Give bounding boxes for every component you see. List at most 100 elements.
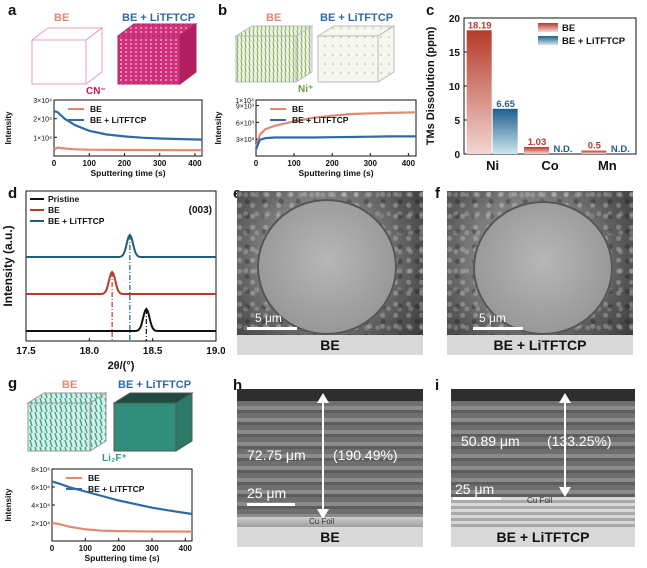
chart-a-xtick-label-4: 400	[188, 159, 202, 168]
chart-c-ytick-label-3: 15	[449, 48, 461, 59]
chart-a-legend-label-0: BE	[90, 104, 102, 114]
chart-c-bar-0-0	[466, 30, 492, 155]
chart-d-frame	[25, 190, 217, 342]
chart-b-ylabel: Intensity	[214, 111, 223, 144]
chart-a-frame	[53, 99, 203, 157]
panel-g-label: g	[8, 375, 18, 392]
chart-g-series-1	[51, 480, 193, 516]
chart-c-xtick-label-0: Ni	[486, 158, 499, 173]
panel-f-scale-label: 5 μm	[479, 311, 506, 325]
chart-c-bar-label-2-0: 0.5	[588, 141, 602, 152]
chart-c-legend-label-0: BE	[562, 23, 575, 34]
chart-d-legend-label-2: BE + LiTFTCP	[48, 216, 105, 226]
chart-d-legend-label-0: Pristine	[48, 194, 79, 204]
chart-g-ytick-label-0: 2×10⁴	[31, 521, 50, 528]
panel-a-species: CN⁻	[86, 86, 106, 97]
panel-a-cube-right-label: BE + LiTFTCP	[122, 12, 196, 24]
chart-a-legend-label-1: BE + LiTFTCP	[90, 115, 147, 125]
panel-g-cube-litftcp	[112, 392, 194, 452]
chart-d-ylabel: Intensity (a.u.)	[1, 225, 15, 306]
panel-i: i 50.89 μm (133.25%) 25 μm Cu Foil BE + …	[435, 375, 647, 568]
chart-a-ytick-label-2: 3×10⁴	[33, 98, 52, 105]
panel-a-cube-litftcp	[116, 23, 198, 85]
panel-g-species: Li₂F⁺	[102, 453, 127, 464]
chart-b-ytick-label-top: 1×10⁴	[235, 98, 254, 105]
chart-g-ytick-label-1: 4×10⁴	[31, 503, 50, 510]
panel-b: b BE BE + LiTFTCP Ni⁺ 0 100 200 300 400 3×10³…	[210, 0, 420, 185]
chart-g-xlabel: Sputtering time (s)	[84, 553, 159, 563]
chart-b-legend-label-1: BE + LiTFTCP	[292, 115, 349, 125]
chart-g-xtick-label-1: 100	[79, 544, 93, 553]
panel-h-label: h	[233, 377, 243, 394]
panel-i-label: i	[435, 377, 440, 394]
panel-h-foil-label: Cu Foil	[309, 517, 335, 526]
panel-b-cube-litftcp	[316, 25, 396, 83]
panel-a-cube-be	[30, 27, 104, 85]
chart-c-bar-label-1-1: N.D.	[554, 144, 573, 155]
panel-b-cube-left-label: BE	[266, 12, 282, 24]
panel-b-cube-be	[234, 25, 314, 83]
panel-i-thickness-arrow	[453, 393, 571, 500]
panel-e-sem-image: 5 μm	[237, 191, 423, 337]
panel-i-percent: (133.25%)	[547, 433, 612, 449]
chart-a-xtick-label-0: 0	[52, 159, 57, 168]
chart-b-series-0	[254, 111, 417, 148]
chart-c-ytick-label-0: 0	[454, 150, 460, 161]
panel-a-label: a	[8, 2, 17, 19]
chart-c-legend-label-1: BE + LiTFTCP	[562, 36, 626, 47]
panel-a-cube-left-label: BE	[54, 12, 70, 24]
panel-b-label: b	[218, 2, 228, 19]
chart-b-xtick-label-1: 100	[287, 159, 301, 168]
chart-b-frame	[255, 99, 417, 157]
chart-g-xtick-label-3: 300	[145, 544, 159, 553]
chart-a-ytick-label-0: 1×10⁴	[33, 135, 52, 142]
chart-g-legend-label-1: BE + LiTFTCP	[88, 484, 145, 494]
chart-d-xtick-label-3: 19.0	[206, 346, 225, 357]
chart-b-xtick-label-0: 0	[254, 159, 259, 168]
chart-c-xtick-label-2: Mn	[598, 158, 617, 173]
chart-g-xtick-label-0: 0	[50, 544, 55, 553]
chart-b-xtick-label-3: 300	[364, 159, 378, 168]
chart-c-bar-label-0-0: 18.19	[468, 20, 492, 31]
chart-c-xtick-label-1: Co	[541, 158, 558, 173]
panel-e-scale-bar	[247, 327, 297, 330]
chart-c-ylabel: TMs Dissolution (ppm)	[425, 26, 437, 145]
chart-b-xlabel: Sputtering time (s)	[298, 168, 373, 178]
panel-f-caption: BE + LiTFTCP	[447, 335, 633, 355]
chart-c-bar-0-1	[492, 108, 518, 154]
chart-a-ylabel: Intensity	[4, 111, 13, 144]
panel-h-thickness-arrow	[247, 393, 329, 519]
chart-c-bar-label-1-0: 1.03	[528, 137, 547, 148]
panel-c-label: c	[426, 2, 435, 19]
chart-g-xtick-label-2: 200	[112, 544, 126, 553]
panel-e: e 5 μm BE	[225, 185, 435, 375]
panel-i-caption: BE + LiTFTCP	[451, 527, 635, 547]
chart-c-bar-label-0-1: 6.65	[496, 99, 515, 110]
panel-h-cross-section: 72.75 μm (190.49%) 25 μm Cu Foil	[237, 389, 423, 527]
chart-d-legend-label-1: BE	[48, 205, 60, 215]
panel-g-cube-be	[26, 392, 108, 452]
panel-i-foil-label: Cu Foil	[527, 496, 553, 505]
panel-h-caption: BE	[237, 527, 423, 547]
panel-g: g BE BE + LiTFTCP Li₂F⁺ 0 100 200 300 400 2×1…	[0, 375, 225, 568]
chart-d-xlabel: 2θ/(°)	[108, 360, 135, 372]
chart-a-ytick-label-1: 2×10⁴	[33, 117, 52, 124]
chart-b-ytick-label-1: 6×10³	[236, 120, 255, 127]
panel-h-scale-label: 25 μm	[247, 485, 287, 501]
panel-b-cube-right-label: BE + LiTFTCP	[320, 12, 394, 24]
chart-c-ytick-label-2: 10	[449, 82, 461, 93]
chart-a-series-1	[53, 110, 203, 141]
panel-c: c 0 5 10 15 20 TMs Dissolution (ppm) Ni 18.19 6.…	[420, 0, 647, 185]
chart-b-ytick-label-2: 9×10³	[236, 104, 255, 111]
chart-c-bar-2-0	[581, 150, 607, 154]
panel-i-scale-label: 25 μm	[455, 481, 495, 497]
chart-a-series-0	[53, 146, 202, 152]
chart-a: 0 100 200 300 400 1×10⁴ 2×10⁴ 3×10⁴ Sputtering t…	[4, 98, 203, 178]
chart-c-ytick-label-1: 5	[454, 116, 460, 127]
chart-b-legend-label-0: BE	[292, 104, 304, 114]
chart-b-xtick-label-2: 200	[326, 159, 340, 168]
chart-g-legend-label-0: BE	[88, 473, 100, 483]
panel-b-species: Ni⁺	[298, 84, 314, 95]
chart-d-series-2	[26, 233, 216, 258]
panel-g-cube-right-label: BE + LiTFTCP	[118, 379, 192, 391]
